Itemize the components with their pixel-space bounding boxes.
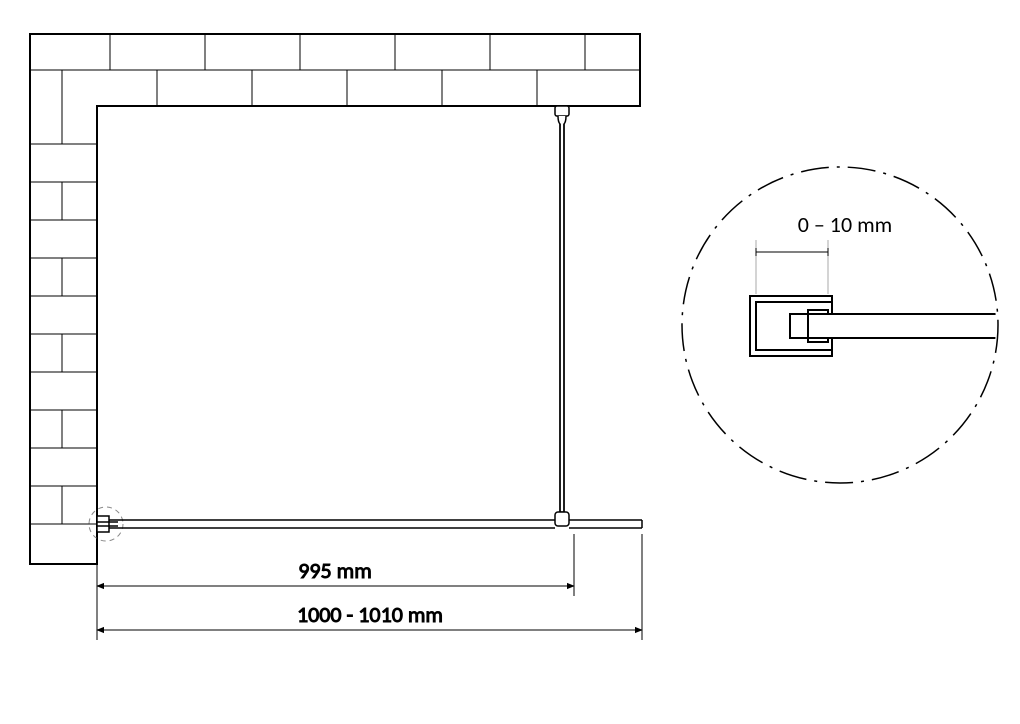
dim-label-995: 995 mm — [298, 557, 372, 584]
detail-panel — [790, 314, 1010, 338]
detail-dim-label: 0 – 10 mm — [798, 211, 892, 238]
bricks-top — [30, 34, 640, 106]
ceiling-support-bar — [555, 106, 569, 526]
wall-outline — [30, 34, 640, 564]
bricks-left — [30, 106, 97, 524]
detail-view: 0 – 10 mm — [682, 167, 1010, 483]
wall-bracket — [97, 516, 118, 532]
dim-label-1000: 1000 - 1010 mm — [297, 601, 443, 628]
detail-dimension — [756, 240, 828, 294]
main-view — [30, 34, 642, 564]
dimensions: 995 mm 1000 - 1010 mm — [97, 534, 642, 640]
